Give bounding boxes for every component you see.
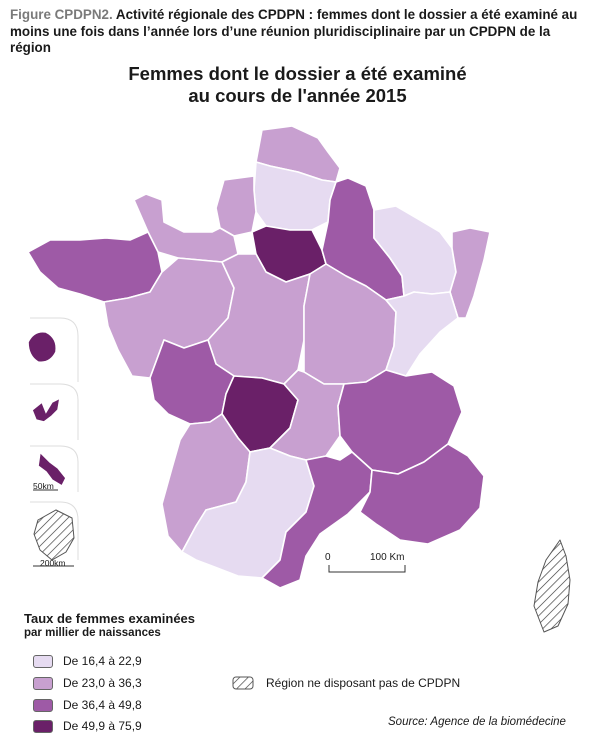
legend-swatch-4: [33, 719, 53, 733]
region-midi-pyrenees: [181, 447, 315, 579]
hatch-swatch: [232, 676, 254, 690]
inset-frame-guadeloupe: [30, 383, 79, 440]
inset-frame-martinique: [30, 445, 79, 492]
inset-frame-reunion: [30, 317, 79, 382]
region-bretagne: [27, 231, 163, 303]
map-title-line-2: au cours de l'année 2015: [188, 85, 407, 106]
map-title: Femmes dont le dossier a été examiné au …: [0, 63, 595, 107]
legend-title: Taux de femmes examinées: [24, 611, 196, 626]
region-haute-normandie: [215, 175, 257, 237]
legend-label-3: De 36,4 à 49,8: [63, 698, 142, 712]
inset-guadeloupe: [31, 396, 62, 423]
overseas-insets: 50km 200km: [27, 317, 79, 568]
inset-reunion: [27, 330, 58, 364]
figure-label: Figure CPDPN2.: [10, 7, 113, 22]
inset-martinique: [37, 450, 67, 488]
legend-item-3: De 36,4 à 49,8: [33, 697, 142, 713]
inset-guyane: [33, 509, 75, 561]
region-basse-normandie: [133, 193, 239, 263]
map-title-line-1: Femmes dont le dossier a été examiné: [128, 63, 467, 84]
legend-no-cpdpn: Région ne disposant pas de CPDPN: [232, 676, 460, 690]
legend-swatch-1: [33, 654, 53, 668]
inset-frame-guyane: [30, 501, 79, 560]
figure-caption-text: Activité régionale des CPDPN : femmes do…: [10, 7, 578, 55]
scale-start-label: 0: [325, 552, 331, 563]
legend-item-1: De 16,4 à 22,9: [33, 653, 142, 669]
legend-label-2: De 23,0 à 36,3: [63, 676, 142, 690]
figure-caption: Figure CPDPN2. Activité régionale des CP…: [10, 7, 586, 57]
region-franche-comte: [385, 291, 459, 377]
source-note: Source: Agence de la biomédecine: [388, 716, 566, 728]
scale-end-label: 100 Km: [370, 552, 404, 563]
scale-bar: 0 100 Km: [325, 552, 406, 573]
legend-item-4: De 49,9 à 75,9: [33, 718, 142, 734]
legend-no-cpdpn-label: Région ne disposant pas de CPDPN: [266, 676, 461, 690]
legend-subtitle: par millier de naissances: [24, 627, 161, 639]
region-corse: [533, 539, 571, 633]
inset-scale-small-label: 50km: [33, 481, 54, 491]
mainland-regions: [27, 125, 571, 633]
inset-scale-large-label: 200km: [40, 558, 66, 568]
region-alsace: [449, 227, 491, 319]
legend-item-2: De 23,0 à 36,3: [33, 675, 142, 691]
legend-swatch-3: [33, 698, 53, 712]
legend-swatch-2: [33, 676, 53, 690]
legend-label-4: De 49,9 à 75,9: [63, 719, 142, 733]
region-languedoc-roussillon: [261, 451, 373, 589]
region-provence-alpes-cote-azur: [359, 443, 485, 545]
region-auvergne: [269, 369, 345, 461]
legend-label-1: De 16,4 à 22,9: [63, 654, 142, 668]
